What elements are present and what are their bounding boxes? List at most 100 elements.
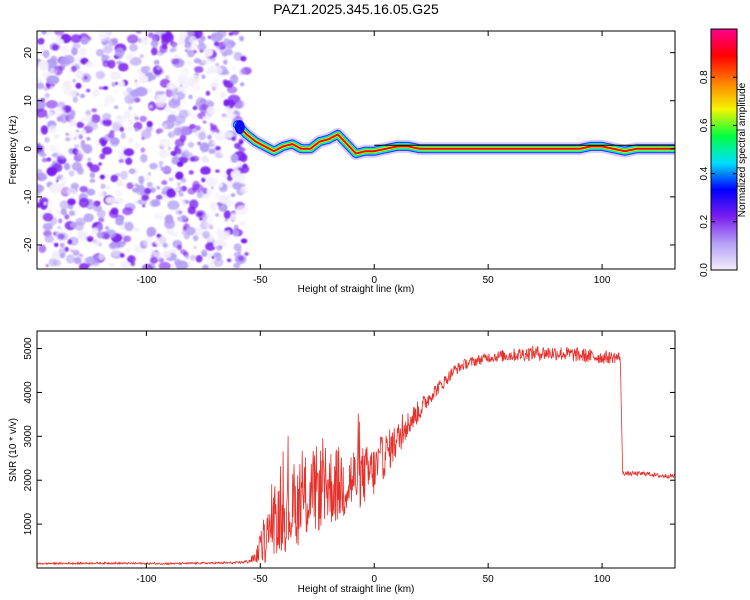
noise-blob: [166, 82, 177, 90]
noise-blob: [70, 222, 77, 228]
noise-blob: [135, 227, 140, 232]
noise-blob: [48, 144, 58, 152]
noise-blob: [78, 153, 84, 159]
noise-blob: [236, 170, 241, 174]
noise-blob: [117, 241, 125, 248]
noise-blob: [37, 168, 43, 176]
noise-blob: [143, 41, 149, 46]
snr-line: [37, 345, 675, 566]
noise-blob: [167, 114, 177, 123]
noise-blob: [138, 175, 145, 184]
noise-blob: [134, 79, 138, 83]
noise-blob: [49, 85, 54, 90]
noise-blob: [156, 185, 161, 190]
noise-blob: [103, 102, 108, 107]
noise-blob: [205, 90, 211, 96]
noise-blob: [189, 199, 199, 209]
noise-blob: [205, 219, 213, 229]
noise-blob: [234, 142, 241, 149]
noise-blob: [179, 67, 189, 77]
noise-blob: [118, 158, 125, 163]
noise-blob: [198, 131, 207, 141]
noise-blob: [240, 238, 248, 244]
noise-blob: [167, 146, 171, 150]
noise-blob: [159, 44, 168, 54]
noise-blob: [214, 41, 220, 47]
noise-blob: [48, 183, 63, 194]
noise-blob: [240, 55, 247, 62]
noise-blob: [125, 126, 133, 132]
noise-blob: [225, 49, 234, 56]
noise-blob: [202, 264, 209, 269]
spectrogram-x-tick-label: 50: [483, 275, 495, 286]
noise-blob: [133, 121, 143, 131]
noise-blob: [230, 41, 236, 47]
noise-blob: [72, 78, 77, 83]
noise-blob: [223, 59, 228, 65]
noise-blob: [180, 185, 187, 192]
noise-blob: [96, 209, 106, 218]
noise-blob: [45, 100, 58, 109]
noise-blob: [86, 235, 94, 242]
colorbar-bar: [711, 29, 737, 270]
noise-blob: [80, 37, 89, 45]
noise-blob: [41, 157, 49, 163]
noise-blob: [123, 148, 135, 157]
noise-blob: [134, 82, 139, 87]
noise-blob: [193, 58, 201, 64]
noise-blob: [103, 45, 113, 54]
noise-blob: [210, 32, 223, 42]
noise-blob: [237, 161, 243, 168]
noise-blob: [214, 77, 219, 81]
noise-blob: [134, 116, 139, 121]
noise-blob: [72, 43, 81, 50]
noise-blob: [186, 31, 195, 36]
noise-blob: [165, 75, 170, 80]
noise-blob: [56, 232, 68, 241]
noise-blob: [113, 89, 118, 94]
noise-blob: [205, 252, 213, 259]
noise-blob: [179, 83, 183, 88]
noise-blob: [58, 218, 63, 224]
noise-blob: [212, 86, 216, 91]
noise-blob: [71, 48, 77, 55]
noise-blob: [205, 101, 214, 108]
noise-blob: [76, 93, 80, 97]
noise-blob: [70, 118, 77, 127]
snr-x-tick-label: -50: [253, 574, 268, 585]
noise-blob: [68, 69, 72, 73]
noise-blob: [59, 243, 65, 248]
noise-blob: [92, 259, 100, 267]
noise-blob: [128, 137, 134, 144]
noise-blob: [83, 75, 88, 80]
noise-blob: [150, 248, 156, 254]
noise-blob: [195, 125, 201, 131]
noise-blob: [68, 148, 74, 155]
noise-blob: [147, 172, 152, 176]
noise-blob: [80, 143, 87, 150]
spectrogram-y-tick-label: -20: [23, 237, 34, 252]
noise-blob: [60, 208, 67, 216]
noise-blob: [159, 164, 163, 169]
colorbar-ticks: 0.0 0.2 0.4 0.6 0.8: [699, 70, 737, 277]
noise-blob: [37, 32, 41, 38]
noise-blob: [105, 119, 112, 126]
noise-blob: [67, 239, 73, 245]
noise-blob: [37, 82, 45, 90]
noise-blob: [76, 121, 85, 128]
noise-blob: [185, 255, 190, 259]
noise-blob: [176, 161, 184, 167]
noise-blob: [110, 71, 121, 80]
noise-blob: [98, 33, 108, 42]
noise-blob: [197, 43, 207, 51]
spectrogram-x-tick-label: 100: [594, 275, 611, 286]
noise-blob: [149, 162, 158, 170]
noise-blob: [140, 147, 146, 153]
noise-blob: [231, 136, 237, 142]
noise-blob: [196, 191, 203, 199]
noise-blob: [176, 147, 182, 155]
noise-blob: [236, 205, 249, 215]
noise-blob: [213, 258, 224, 267]
noise-blob: [220, 117, 224, 122]
